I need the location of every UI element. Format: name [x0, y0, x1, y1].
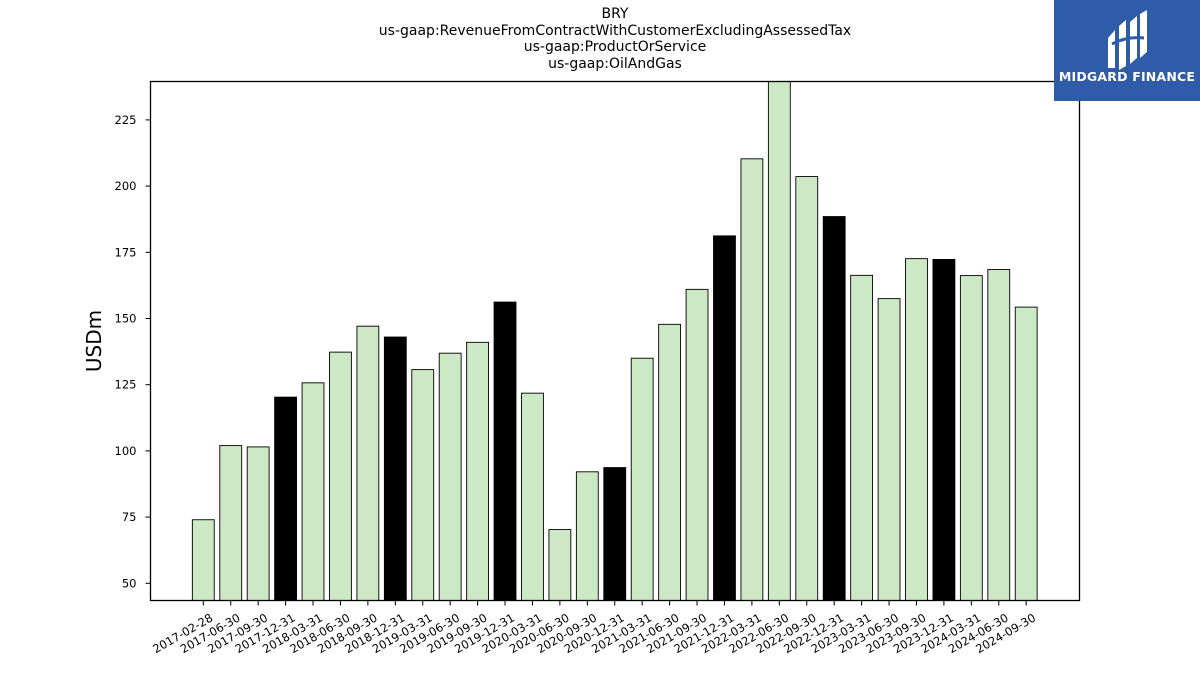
- y-axis-label: USDm: [82, 310, 106, 372]
- bar-2020-12-31: [603, 467, 627, 601]
- bar-2021-06-30: [658, 323, 682, 601]
- chart-title-line-ticker: BRY: [601, 6, 629, 22]
- bar-2022-03-31: [740, 158, 764, 601]
- bar-2022-09-30: [795, 176, 819, 601]
- plot-frame: [149, 80, 1081, 602]
- bar-2020-09-30: [575, 471, 599, 601]
- y-tick-label-50: 50: [122, 576, 137, 590]
- bar-2021-09-30: [685, 288, 709, 601]
- bar-2018-03-31: [301, 382, 325, 601]
- bar-2019-03-31: [411, 369, 435, 601]
- bar-2023-09-30: [905, 258, 928, 601]
- bar-2024-03-31: [959, 275, 983, 601]
- bar-2017-12-31: [274, 396, 297, 601]
- bar-2020-03-31: [521, 392, 544, 601]
- y-tick-label-100: 100: [115, 444, 137, 458]
- y-tick-label-200: 200: [115, 179, 137, 193]
- bar-2020-06-30: [548, 529, 572, 601]
- bar-2017-02-28: [191, 519, 215, 601]
- midgard-logo-mark-icon: [1108, 10, 1147, 70]
- y-axis: 50 75 100 125 150 175 200 225: [115, 113, 151, 590]
- logo-text: MIDGARD FINANCE: [1058, 69, 1196, 84]
- y-tick-label-150: 150: [115, 311, 137, 325]
- bar-2022-06-30: [767, 81, 791, 601]
- y-tick-label-225: 225: [115, 113, 137, 127]
- y-tick-label-125: 125: [115, 378, 137, 392]
- bar-2023-03-31: [850, 274, 874, 601]
- y-tick-label-175: 175: [115, 245, 137, 259]
- x-axis: 2017-02-282017-06-302017-09-302017-12-31…: [150, 600, 1038, 656]
- bar-2024-06-30: [987, 269, 1011, 601]
- bar-2021-12-31: [713, 235, 736, 601]
- bar-2022-12-31: [822, 216, 846, 601]
- bar-2019-09-30: [466, 341, 489, 601]
- midgard-finance-logo: MIDGARD FINANCE: [1054, 0, 1200, 101]
- bar-2018-12-31: [383, 336, 407, 601]
- bar-2021-03-31: [630, 357, 654, 601]
- y-tick-label-75: 75: [122, 510, 137, 524]
- bar-2017-09-30: [246, 446, 270, 601]
- chart-title: BRY us-gaap:RevenueFromContractWithCusto…: [150, 6, 1080, 72]
- bars-group: [191, 81, 1038, 601]
- bar-2023-06-30: [877, 298, 901, 601]
- chart-title-line-member: us-gaap:OilAndGas: [548, 55, 682, 72]
- bar-2019-12-31: [493, 301, 517, 601]
- chart-title-line-axis: us-gaap:ProductOrService: [523, 39, 707, 55]
- bar-2024-09-30: [1014, 306, 1038, 601]
- bar-2018-09-30: [356, 325, 380, 601]
- bar-2019-06-30: [438, 352, 462, 601]
- bar-2023-12-31: [932, 258, 956, 601]
- bar-2018-06-30: [329, 351, 352, 601]
- bar-2017-06-30: [219, 445, 243, 601]
- chart-title-line-concept: us-gaap:RevenueFromContractWithCustomerE…: [378, 22, 852, 39]
